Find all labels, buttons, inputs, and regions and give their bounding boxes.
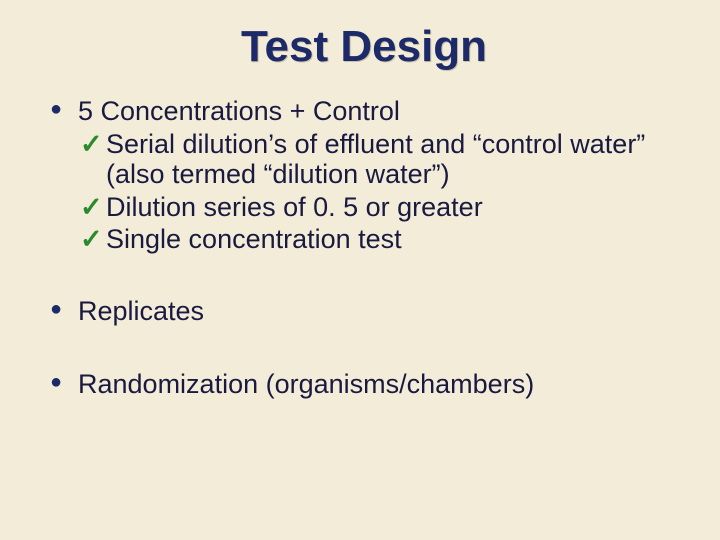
sub-item: Dilution series of 0. 5 or greater — [48, 192, 680, 222]
slide: Test Design 5 Concentrations + Control S… — [0, 0, 720, 540]
slide-title: Test Design — [48, 22, 680, 72]
spacer — [48, 256, 680, 290]
spacer — [48, 329, 680, 363]
sub-item: Serial dilution’s of effluent and “contr… — [48, 129, 680, 189]
bullet-item: Replicates — [48, 296, 680, 327]
bullet-item: Randomization (organisms/chambers) — [48, 369, 680, 400]
sub-item: Single concentration test — [48, 224, 680, 254]
bullet-item: 5 Concentrations + Control — [48, 96, 680, 127]
